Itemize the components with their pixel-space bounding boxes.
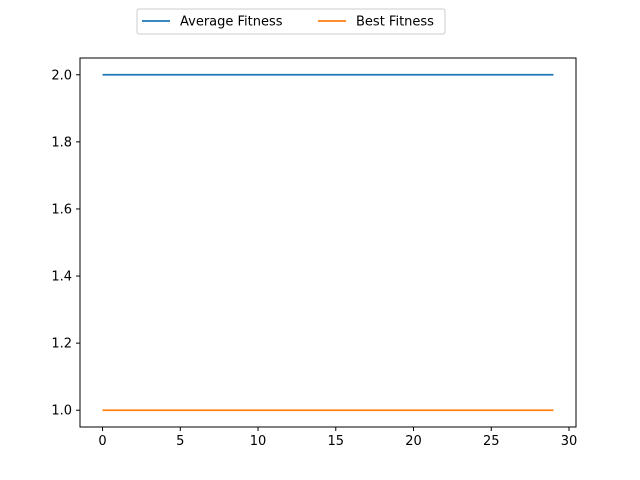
- series-layer: [102, 73, 554, 412]
- x-tick-label: 10: [250, 434, 267, 449]
- x-tick-label: 15: [328, 434, 345, 449]
- y-tick-label: 1.0: [51, 404, 72, 419]
- y-tick-label: 1.2: [51, 337, 72, 352]
- y-tick-label: 1.4: [51, 270, 72, 285]
- y-tick-label: 1.6: [51, 202, 72, 217]
- x-axis: 0 5 10 15 20 25 30: [98, 427, 577, 449]
- y-tick-label: 2.0: [51, 68, 72, 83]
- legend: Average Fitness Best Fitness: [136, 8, 446, 35]
- x-tick-label: 0: [98, 434, 106, 449]
- x-tick-label: 20: [405, 434, 422, 449]
- legend-box: [136, 8, 446, 35]
- plot-frame: [79, 57, 577, 428]
- x-tick-label: 30: [561, 434, 578, 449]
- x-tick-label: 5: [176, 434, 184, 449]
- legend-label: Best Fitness: [356, 15, 434, 30]
- y-tick-label: 1.8: [51, 135, 72, 150]
- legend-label: Average Fitness: [180, 15, 283, 30]
- y-axis: 1.0 1.2 1.4 1.6 1.8 2.0: [51, 68, 80, 419]
- x-tick-label: 25: [483, 434, 500, 449]
